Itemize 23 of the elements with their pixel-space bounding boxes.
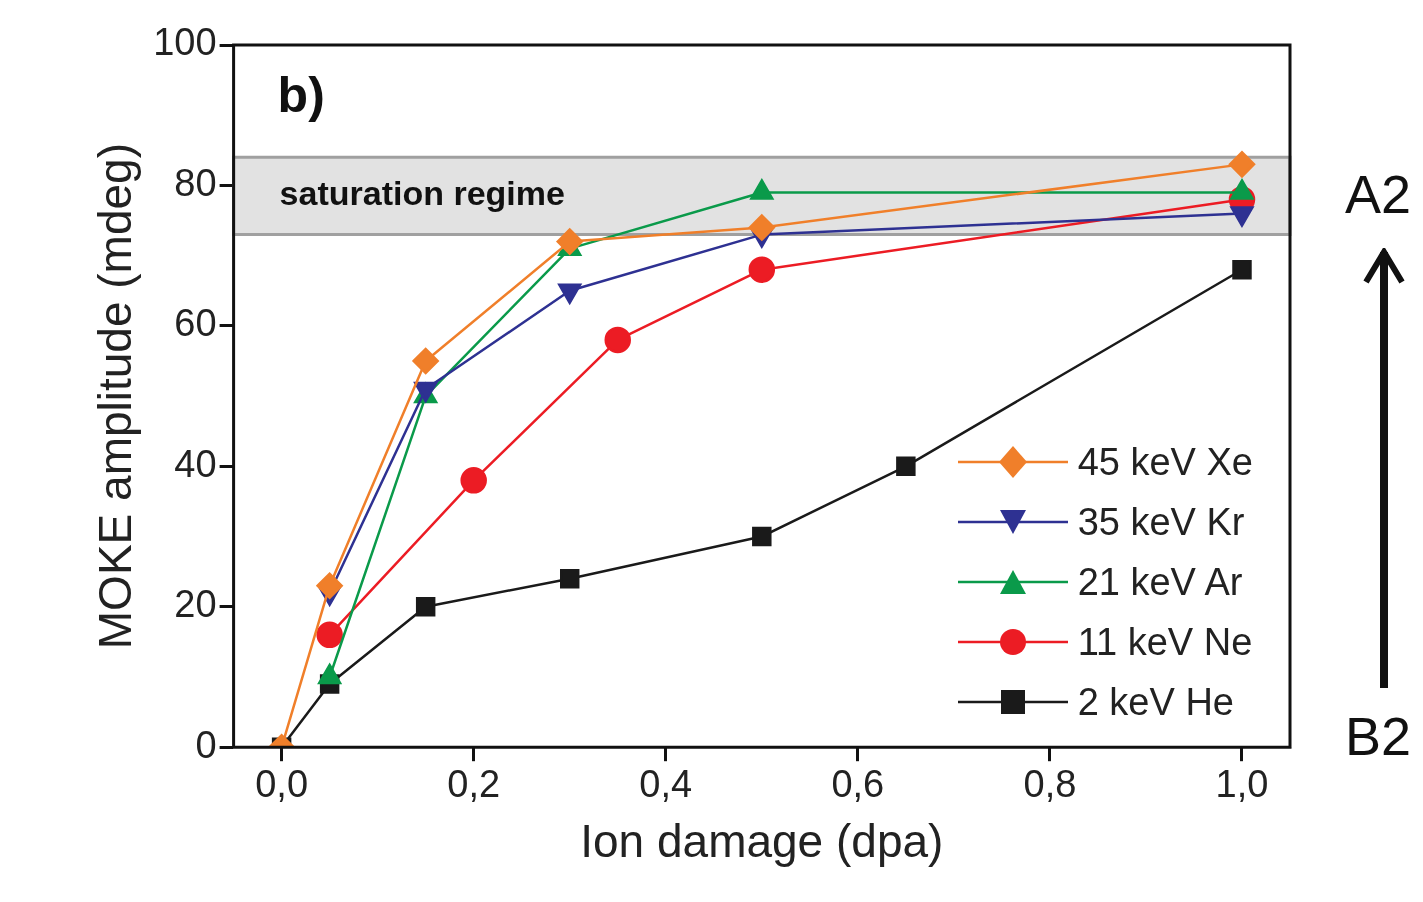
text: A2 <box>1345 163 1412 225</box>
y-axis-title: MOKE amplitude (mdeg) <box>89 143 142 650</box>
legend-label: 11 keV Ne <box>1077 620 1253 664</box>
x-tick-label: 0,2 <box>447 763 501 806</box>
x-tick-label: 0,6 <box>831 763 885 806</box>
legend-label: 2 keV He <box>1077 680 1234 724</box>
x-axis-title: Ion damage (dpa) <box>580 815 944 868</box>
x-tick-label: 0,4 <box>639 763 693 806</box>
y-tick-label: 20 <box>174 583 217 626</box>
band-label: saturation regime <box>279 174 565 213</box>
x-tick-label: 0,0 <box>255 763 309 806</box>
y-tick-label: 80 <box>174 161 217 204</box>
legend-label: 45 keV Xe <box>1077 440 1253 484</box>
x-tick-label: 0,8 <box>1023 763 1077 806</box>
x-tick-label: 1,0 <box>1215 763 1269 806</box>
y-tick-label: 0 <box>195 723 217 766</box>
y-tick-label: 60 <box>174 302 217 345</box>
annotation: b) <box>277 66 325 123</box>
text: B2 <box>1345 705 1412 767</box>
y-tick-label: 40 <box>174 442 217 485</box>
legend-label: 21 keV Ar <box>1077 560 1243 604</box>
legend-label: 35 keV Kr <box>1077 500 1245 544</box>
y-tick-label: 100 <box>153 21 217 64</box>
